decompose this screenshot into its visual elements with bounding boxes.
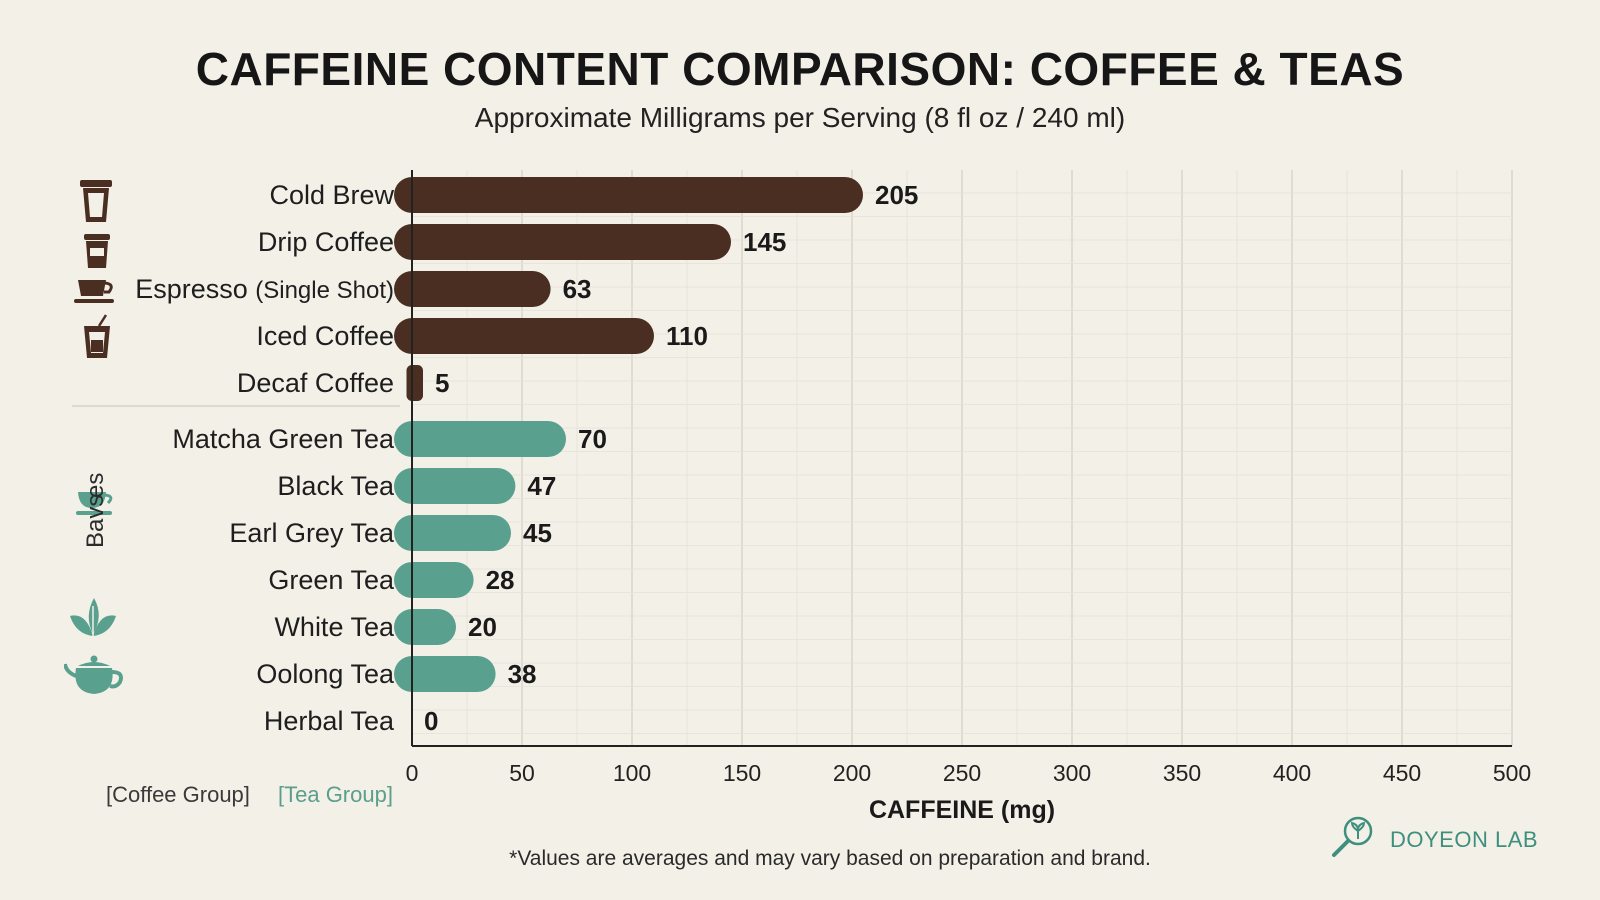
category-label: Oolong Tea xyxy=(256,659,395,689)
value-label: 145 xyxy=(743,227,786,257)
value-label: 20 xyxy=(468,612,497,642)
x-tick-label: 300 xyxy=(1053,760,1091,786)
x-tick-label: 500 xyxy=(1493,760,1531,786)
value-label: 5 xyxy=(435,368,449,398)
bar-cold-brew xyxy=(394,177,863,213)
bar-base xyxy=(412,656,430,692)
value-label: 63 xyxy=(563,274,592,304)
bar-base xyxy=(412,421,430,457)
x-tick-label: 450 xyxy=(1383,760,1421,786)
x-tick-label: 0 xyxy=(406,760,419,786)
bar-base xyxy=(412,318,430,354)
side-label: Bavs xyxy=(82,494,109,548)
x-tick-label: 200 xyxy=(833,760,871,786)
bars xyxy=(394,177,863,692)
x-tick-label: 150 xyxy=(723,760,761,786)
bar-base xyxy=(412,224,430,260)
bar-base xyxy=(412,468,430,504)
bar-matcha-green-tea xyxy=(394,421,566,457)
category-label: Herbal Tea xyxy=(264,706,395,736)
value-label: 38 xyxy=(508,659,537,689)
legend-coffee-group: [Coffee Group] xyxy=(106,782,250,807)
bar-oolong-tea xyxy=(394,656,496,692)
x-tick-label: 400 xyxy=(1273,760,1311,786)
category-label: Matcha Green Tea xyxy=(172,424,395,454)
iced-coffee-icon xyxy=(82,314,112,365)
teapot-icon xyxy=(63,654,126,701)
tea-leaves-icon xyxy=(66,596,120,643)
category-label: Drip Coffee xyxy=(258,227,394,257)
brand-name: DOYEON LAB xyxy=(1390,826,1539,852)
footnote: *Values are averages and may vary based … xyxy=(509,847,1151,870)
category-label: Iced Coffee xyxy=(256,321,394,351)
x-tick-label: 350 xyxy=(1163,760,1201,786)
bar-base xyxy=(412,271,430,307)
brand-logo-icon xyxy=(1330,815,1376,864)
bar-base xyxy=(412,562,430,598)
espresso-cup-icon xyxy=(72,276,118,311)
value-label: 45 xyxy=(523,518,552,548)
bar-base xyxy=(412,365,418,401)
bar-iced-coffee xyxy=(394,318,654,354)
x-axis-title: CAFFEINE (mg) xyxy=(869,796,1055,824)
tea-cup-icon xyxy=(74,486,118,523)
value-label: 70 xyxy=(578,424,607,454)
coffee-cup-icon xyxy=(82,232,112,275)
category-label: Decaf Coffee xyxy=(237,368,394,398)
category-label: Black Tea xyxy=(277,471,395,501)
brand: DOYEON LAB xyxy=(1330,815,1538,864)
value-label: 205 xyxy=(875,180,918,210)
coffee-cup-icon xyxy=(78,178,114,229)
bar-green-tea xyxy=(394,562,474,598)
bar-espresso xyxy=(394,271,551,307)
chart-subtitle: Approximate Milligrams per Serving (8 fl… xyxy=(474,102,1126,133)
value-label: 28 xyxy=(486,565,515,595)
x-tick-label: 250 xyxy=(943,760,981,786)
bar-drip-coffee xyxy=(394,224,731,260)
value-label: 0 xyxy=(424,706,438,736)
category-label: Cold Brew xyxy=(269,180,394,210)
category-label: White Tea xyxy=(274,612,395,642)
x-axis-ticks: 0 50 100 150 200 250 300 350 400 450 500 xyxy=(406,760,1532,786)
category-label: Green Tea xyxy=(268,565,395,595)
chart-title: CAFFEINE CONTENT COMPARISON: COFFEE & TE… xyxy=(195,43,1405,95)
grid xyxy=(411,170,1513,746)
legend-tea-group: [Tea Group] xyxy=(278,782,393,807)
category-label: Espresso (Single Shot) xyxy=(135,274,394,304)
x-tick-label: 50 xyxy=(509,760,535,786)
bar-base xyxy=(412,177,430,213)
category-label: Earl Grey Tea xyxy=(229,518,395,548)
bar-base xyxy=(412,515,430,551)
value-label: 47 xyxy=(527,471,556,501)
value-label: 110 xyxy=(666,321,708,351)
x-tick-label: 100 xyxy=(613,760,651,786)
bar-base xyxy=(412,609,430,645)
